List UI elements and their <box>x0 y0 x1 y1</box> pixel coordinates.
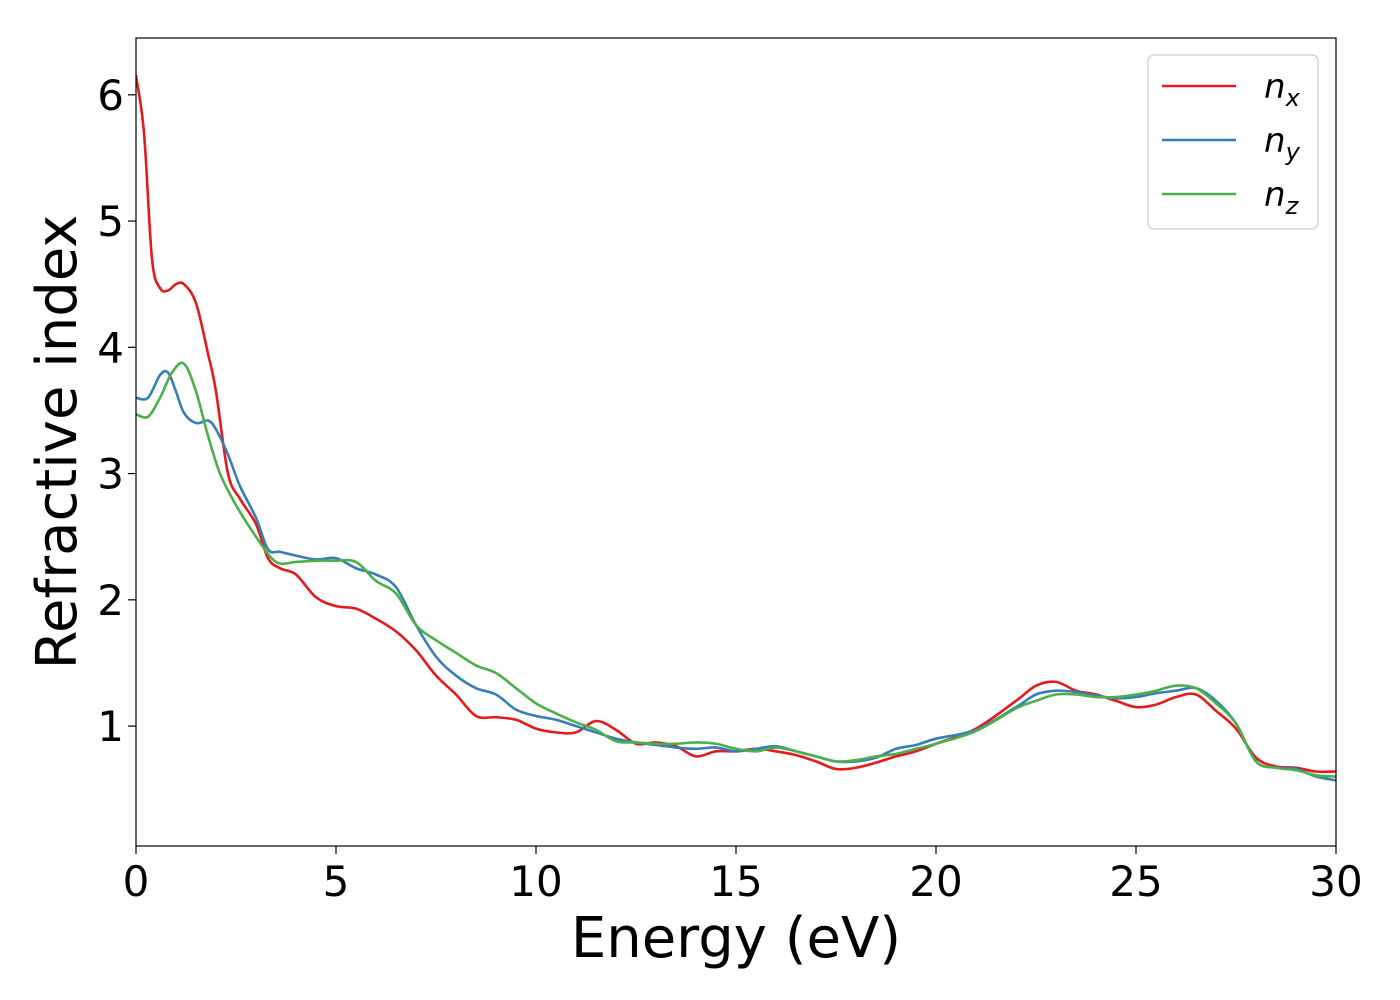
x-axis-title: Energy (eV) <box>571 906 901 971</box>
legend-label-base: n <box>1264 67 1286 107</box>
legend-label-subscript: y <box>1285 138 1301 166</box>
legend-label-base: n <box>1264 175 1286 215</box>
y-tick-label: 5 <box>97 197 124 246</box>
legend-label-subscript: x <box>1285 84 1301 112</box>
legend-label-nz: nz <box>1264 175 1300 220</box>
x-tick-label: 0 <box>123 857 150 906</box>
y-tick-label: 4 <box>97 323 124 372</box>
legend-label-subscript: z <box>1285 192 1300 220</box>
y-tick-label: 1 <box>97 702 124 751</box>
y-tick-label: 6 <box>97 71 124 120</box>
series-line-nz <box>136 361 1336 778</box>
y-axis: 1 2 3 4 5 6 <box>97 71 136 751</box>
plot-area <box>136 38 1336 846</box>
x-tick-label: 30 <box>1309 857 1362 906</box>
y-axis-title: Refractive index <box>25 215 90 670</box>
y-tick-label: 2 <box>97 576 124 625</box>
x-tick-label: 25 <box>1109 857 1162 906</box>
x-axis: 0 5 10 15 20 25 30 <box>123 846 1363 906</box>
legend-label-nx: nx <box>1264 67 1301 112</box>
series-layer <box>136 74 1336 782</box>
x-tick-label: 15 <box>709 857 762 906</box>
legend-box <box>1147 54 1319 230</box>
series-line-nx <box>136 74 1336 774</box>
legend-label-base: n <box>1264 121 1286 161</box>
legend-label-ny: ny <box>1264 121 1301 166</box>
x-tick-label: 20 <box>909 857 962 906</box>
y-tick-label: 3 <box>97 450 124 499</box>
x-tick-label: 10 <box>509 857 562 906</box>
x-tick-label: 5 <box>323 857 350 906</box>
